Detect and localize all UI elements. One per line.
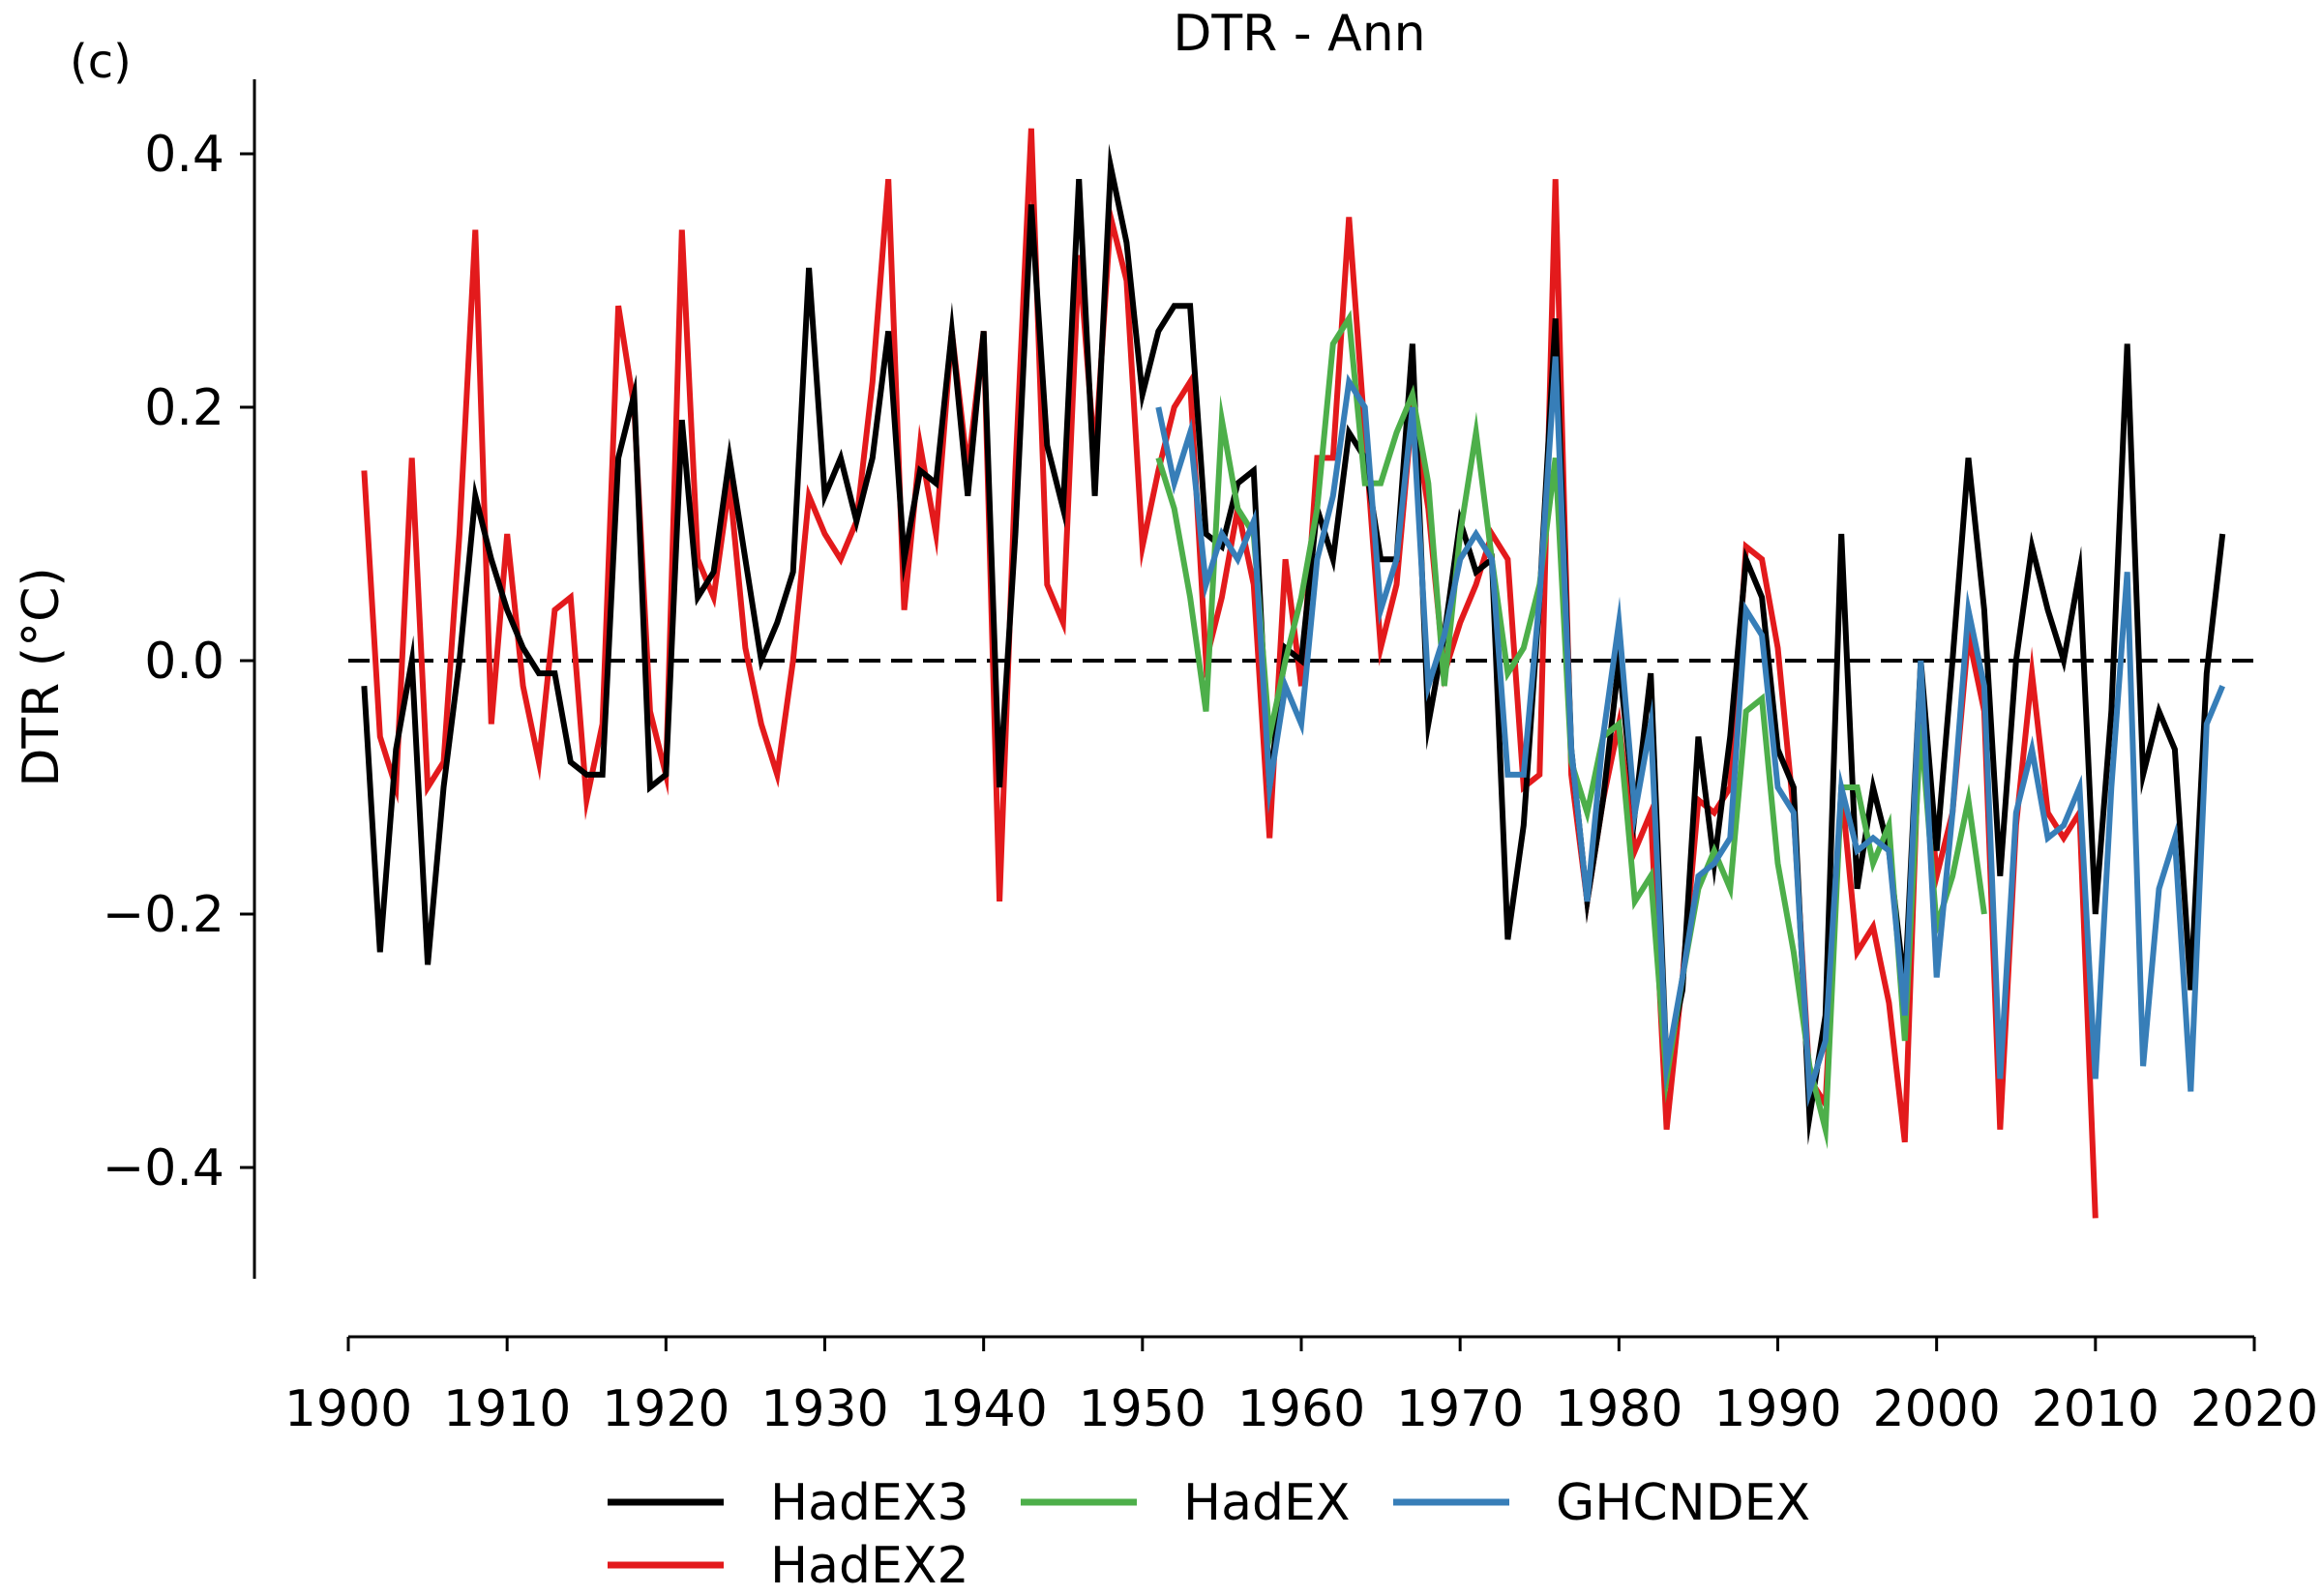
x-ticks: 1900 1910 1920 1930 1940 1950 1960 1970 1980 1990… xyxy=(284,1337,2318,1438)
y-ticks: 0.4 0.2 0.0 −0.2 −0.4 xyxy=(103,126,254,1197)
y-axis-label: DTR (°C) xyxy=(13,567,71,786)
chart-title: DTR - Ann xyxy=(1173,5,1425,63)
x-tick-label: 1990 xyxy=(1713,1380,1841,1438)
y-tick-label: 0.4 xyxy=(144,126,224,184)
legend-label-hadex: HadEX xyxy=(1183,1474,1350,1532)
legend-label-hadex2: HadEX2 xyxy=(770,1537,969,1595)
y-tick-label: −0.4 xyxy=(103,1139,224,1197)
x-tick-label: 2000 xyxy=(1872,1380,2000,1438)
series-line-ghcndex xyxy=(1155,356,2225,1108)
panel-label: (c) xyxy=(70,35,132,89)
x-tick-label: 1920 xyxy=(602,1380,729,1438)
x-tick-label: 1970 xyxy=(1396,1380,1524,1438)
y-tick-label: −0.2 xyxy=(103,886,224,944)
x-tick-label: 1910 xyxy=(443,1380,571,1438)
x-tick-label: 1940 xyxy=(919,1380,1047,1438)
legend-label-ghcndex: GHCNDEX xyxy=(1556,1474,1810,1532)
y-tick-label: 0.0 xyxy=(144,633,224,691)
legend-label-hadex3: HadEX3 xyxy=(770,1474,969,1532)
series-layer xyxy=(361,128,2226,1219)
y-tick-label: 0.2 xyxy=(144,379,224,437)
x-tick-label: 1900 xyxy=(284,1380,412,1438)
x-tick-label: 1950 xyxy=(1079,1380,1206,1438)
x-tick-label: 2020 xyxy=(2190,1380,2318,1438)
x-tick-label: 2010 xyxy=(2032,1380,2159,1438)
x-tick-label: 1960 xyxy=(1237,1380,1365,1438)
x-tick-label: 1980 xyxy=(1555,1380,1682,1438)
x-tick-label: 1930 xyxy=(760,1380,888,1438)
